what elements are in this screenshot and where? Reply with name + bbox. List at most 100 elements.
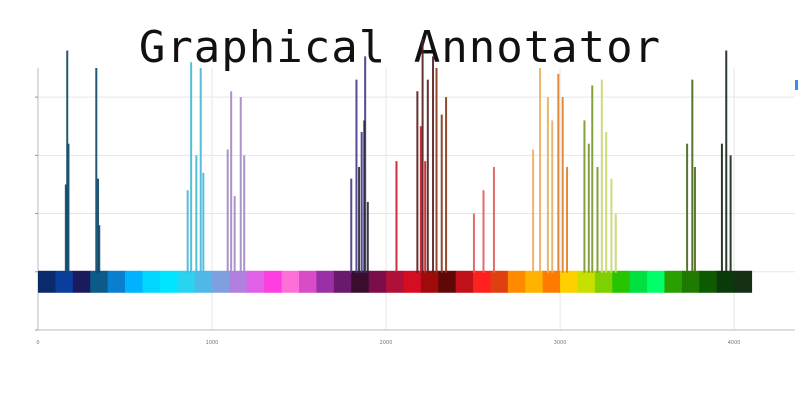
color-band-segment xyxy=(629,270,648,293)
annotation-bar xyxy=(64,184,67,273)
annotation-bar xyxy=(67,143,70,273)
color-band-segment xyxy=(264,270,283,293)
color-band-segment xyxy=(351,270,370,293)
annotation-bar xyxy=(587,143,590,273)
color-band-segment xyxy=(229,270,248,293)
color-band-segment xyxy=(438,270,457,293)
color-band-segment xyxy=(490,270,509,293)
annotation-bar xyxy=(729,155,732,273)
color-band-segment xyxy=(386,270,405,293)
color-band-segment xyxy=(420,270,439,293)
annotation-bar xyxy=(445,97,448,273)
annotation-bar xyxy=(725,50,728,273)
annotation-bar xyxy=(358,166,361,273)
annotation-bar xyxy=(551,120,554,273)
annotation-bar xyxy=(583,120,586,273)
color-band-segment xyxy=(212,270,231,293)
color-band-segment xyxy=(699,270,718,293)
annotation-bar xyxy=(421,38,424,273)
color-band-segment xyxy=(38,270,57,293)
color-band xyxy=(38,270,753,293)
annotation-bar xyxy=(686,143,689,273)
annotation-bar xyxy=(435,68,438,273)
annotation-bars xyxy=(64,38,732,273)
annotation-bar xyxy=(605,132,608,273)
annotation-bar xyxy=(561,97,564,273)
x-tick-label: 2000 xyxy=(380,340,393,346)
color-band-segment xyxy=(90,270,109,293)
color-band-segment xyxy=(107,270,126,293)
annotation-bar xyxy=(472,213,475,273)
color-band-segment xyxy=(55,270,74,293)
annotation-bar xyxy=(591,85,594,273)
color-band-segment xyxy=(281,270,300,293)
color-band-segment xyxy=(333,270,352,293)
color-band-segment xyxy=(194,270,213,293)
annotation-bar xyxy=(419,126,422,273)
color-band-segment xyxy=(612,270,631,293)
annotation-bar xyxy=(95,68,98,273)
annotation-bar xyxy=(199,68,202,273)
annotation-bar xyxy=(539,68,542,273)
annotation-bar xyxy=(482,190,485,273)
annotation-bar xyxy=(186,190,189,273)
annotation-bar xyxy=(239,97,242,273)
annotation-bar xyxy=(691,79,694,273)
color-band-segment xyxy=(72,270,91,293)
annotation-bar xyxy=(440,114,443,273)
annotation-bar xyxy=(97,178,100,273)
annotation-bar xyxy=(432,56,435,273)
annotation-bar xyxy=(66,50,69,273)
annotation-bar xyxy=(557,73,560,273)
legend-marker[interactable] xyxy=(795,80,798,90)
color-band-segment xyxy=(473,270,492,293)
chart-ticks: 0 1000 2000 3000 4000 xyxy=(35,96,741,346)
annotation-bar xyxy=(195,155,198,273)
color-band-segment xyxy=(507,270,526,293)
annotation-bar xyxy=(566,166,569,273)
color-band-segment xyxy=(542,270,561,293)
color-band-segment xyxy=(525,270,544,293)
annotation-bar xyxy=(366,201,369,273)
annotation-bar xyxy=(243,155,246,273)
annotation-bar xyxy=(600,79,603,273)
annotation-bar xyxy=(190,62,193,273)
color-band-segment xyxy=(403,270,422,293)
color-band-segment xyxy=(681,270,700,293)
annotation-bar xyxy=(532,149,535,273)
color-band-segment xyxy=(299,270,318,293)
annotation-bar xyxy=(546,97,549,273)
color-band-segment xyxy=(560,270,579,293)
annotation-bar xyxy=(355,79,358,273)
x-tick-label: 0 xyxy=(36,340,39,346)
annotation-bar xyxy=(202,172,205,273)
x-tick-label: 4000 xyxy=(728,340,741,346)
color-band-segment xyxy=(246,270,265,293)
color-band-segment xyxy=(159,270,178,293)
color-band-segment xyxy=(577,270,596,293)
annotation-bar xyxy=(360,132,363,273)
annotation-bar xyxy=(426,79,429,273)
annotation-bar xyxy=(610,178,613,273)
annotation-bar xyxy=(492,166,495,273)
annotation-bar xyxy=(230,91,233,273)
color-band-segment xyxy=(664,270,683,293)
annotation-bar xyxy=(226,149,229,273)
page-title: Graphical Annotator xyxy=(138,22,662,73)
color-band-segment xyxy=(716,270,735,293)
annotation-bar xyxy=(363,120,366,273)
x-tick-label: 1000 xyxy=(206,340,219,346)
color-band-segment xyxy=(594,270,613,293)
annotation-bar xyxy=(720,143,723,273)
color-band-segment xyxy=(125,270,144,293)
color-band-segment xyxy=(177,270,196,293)
color-band-segment xyxy=(368,270,387,293)
annotation-bar xyxy=(424,161,427,273)
annotation-bar xyxy=(416,91,419,273)
annotation-bar xyxy=(233,196,236,273)
annotation-bar xyxy=(395,161,398,273)
x-tick-label: 3000 xyxy=(554,340,567,346)
annotation-bar xyxy=(614,213,617,273)
annotation-bar xyxy=(350,178,353,273)
